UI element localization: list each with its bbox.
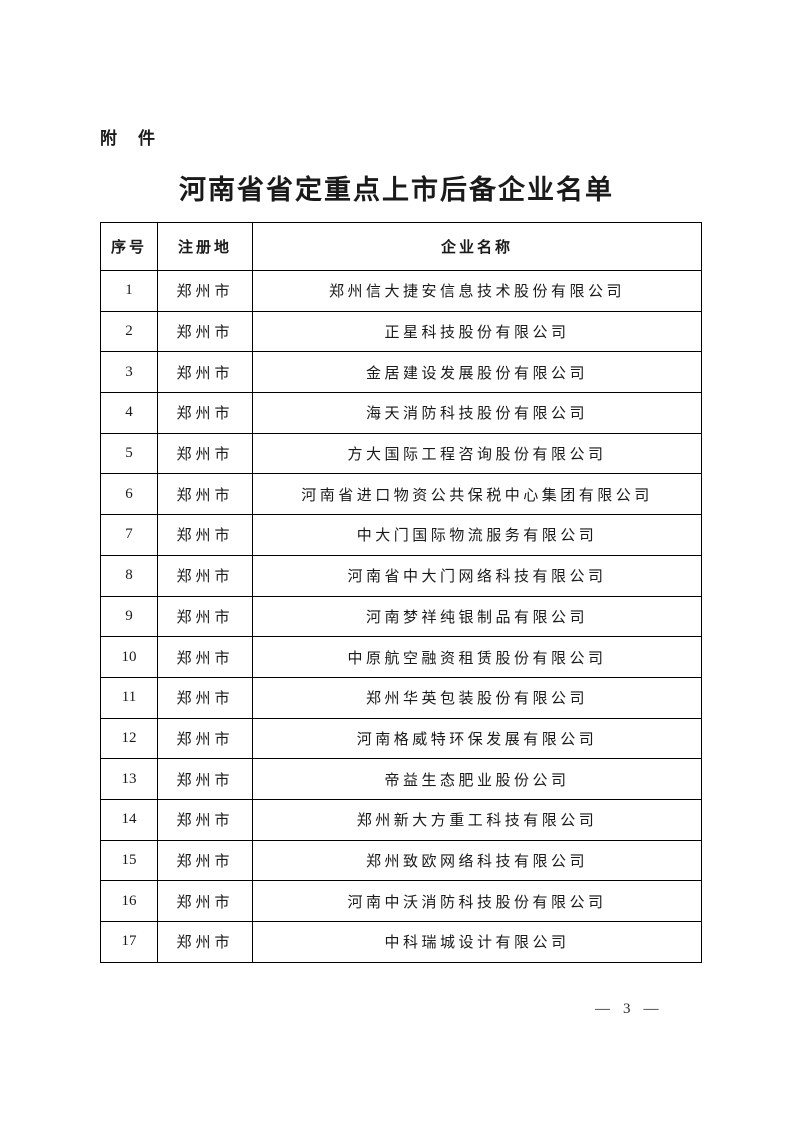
cell-company: 方大国际工程咨询股份有限公司 xyxy=(252,432,702,475)
page-footer: — 3 — xyxy=(595,1001,659,1018)
cell-seq: 8 xyxy=(100,554,158,597)
cell-city: 郑州市 xyxy=(157,310,253,353)
cell-company: 海天消防科技股份有限公司 xyxy=(252,392,702,434)
cell-seq: 3 xyxy=(100,351,158,394)
cell-company: 郑州新大方重工科技有限公司 xyxy=(252,798,702,841)
cell-city: 郑州市 xyxy=(157,839,253,882)
table-row: 17 郑州市 中科瑞城设计有限公司 xyxy=(100,921,702,963)
table-row: 1 郑州市 郑州信大捷安信息技术股份有限公司 xyxy=(100,270,702,312)
cell-seq: 10 xyxy=(100,636,158,678)
cell-seq: 7 xyxy=(100,514,158,556)
cell-company: 河南中沃消防科技股份有限公司 xyxy=(252,880,702,922)
cell-company: 金居建设发展股份有限公司 xyxy=(252,351,702,394)
cell-seq: 15 xyxy=(100,839,158,882)
table-row: 7 郑州市 中大门国际物流服务有限公司 xyxy=(100,514,702,556)
cell-company: 河南省进口物资公共保税中心集团有限公司 xyxy=(252,473,702,516)
cell-seq: 4 xyxy=(100,392,158,434)
table-row: 9 郑州市 河南梦祥纯银制品有限公司 xyxy=(100,595,702,638)
table-row: 6 郑州市 河南省进口物资公共保税中心集团有限公司 xyxy=(100,473,702,516)
table-row: 14 郑州市 郑州新大方重工科技有限公司 xyxy=(100,798,702,841)
table-row: 13 郑州市 帝益生态肥业股份公司 xyxy=(100,758,702,800)
cell-seq: 6 xyxy=(100,473,158,516)
cell-company: 中科瑞城设计有限公司 xyxy=(252,921,702,963)
cell-city: 郑州市 xyxy=(157,880,253,922)
footer-right-dash: — xyxy=(643,1001,659,1017)
cell-seq: 2 xyxy=(100,310,158,353)
cell-city: 郑州市 xyxy=(157,473,253,516)
cell-city: 郑州市 xyxy=(157,595,253,638)
cell-company: 河南梦祥纯银制品有限公司 xyxy=(252,595,702,638)
cell-company: 正星科技股份有限公司 xyxy=(252,310,702,353)
table-row: 5 郑州市 方大国际工程咨询股份有限公司 xyxy=(100,432,702,475)
header-city: 注册地 xyxy=(157,222,253,271)
cell-seq: 13 xyxy=(100,758,158,800)
cell-seq: 16 xyxy=(100,880,158,922)
cell-company: 河南省中大门网络科技有限公司 xyxy=(252,554,702,597)
table-row: 4 郑州市 海天消防科技股份有限公司 xyxy=(100,392,702,434)
page-title: 河南省省定重点上市后备企业名单 xyxy=(179,175,614,205)
company-table: 序号 注册地 企业名称 1 郑州市 郑州信大捷安信息技术股份有限公司 2 郑州市 正星科技… xyxy=(100,222,702,963)
cell-company: 中原航空融资租赁股份有限公司 xyxy=(252,636,702,678)
cell-seq: 9 xyxy=(100,595,158,638)
cell-company: 河南格威特环保发展有限公司 xyxy=(252,717,702,760)
cell-city: 郑州市 xyxy=(157,514,253,556)
company-table-body: 1 郑州市 郑州信大捷安信息技术股份有限公司 2 郑州市 正星科技股份有限公司 3 郑州市 金居… xyxy=(100,270,702,963)
table-header-row: 序号 注册地 企业名称 xyxy=(100,222,702,271)
table-row: 11 郑州市 郑州华英包装股份有限公司 xyxy=(100,676,702,719)
cell-seq: 14 xyxy=(100,798,158,841)
cell-city: 郑州市 xyxy=(157,351,253,394)
cell-company: 郑州致欧网络科技有限公司 xyxy=(252,839,702,882)
attachment-label: 附 件 xyxy=(100,129,157,148)
footer-left-dash: — xyxy=(595,1001,610,1017)
cell-seq: 5 xyxy=(100,432,158,475)
cell-seq: 17 xyxy=(100,921,158,963)
table-row: 15 郑州市 郑州致欧网络科技有限公司 xyxy=(100,839,702,882)
cell-city: 郑州市 xyxy=(157,554,253,597)
header-seq: 序号 xyxy=(100,222,158,271)
cell-company: 帝益生态肥业股份公司 xyxy=(252,758,702,800)
cell-seq: 11 xyxy=(100,676,158,719)
page-number: 3 xyxy=(623,1001,631,1017)
cell-city: 郑州市 xyxy=(157,676,253,719)
table-row: 8 郑州市 河南省中大门网络科技有限公司 xyxy=(100,554,702,597)
cell-seq: 1 xyxy=(100,270,158,312)
cell-city: 郑州市 xyxy=(157,636,253,678)
cell-seq: 12 xyxy=(100,717,158,760)
cell-city: 郑州市 xyxy=(157,270,253,312)
cell-company: 郑州华英包装股份有限公司 xyxy=(252,676,702,719)
cell-city: 郑州市 xyxy=(157,717,253,760)
cell-city: 郑州市 xyxy=(157,432,253,475)
cell-city: 郑州市 xyxy=(157,921,253,963)
cell-city: 郑州市 xyxy=(157,392,253,434)
cell-company: 中大门国际物流服务有限公司 xyxy=(252,514,702,556)
table-row: 16 郑州市 河南中沃消防科技股份有限公司 xyxy=(100,880,702,922)
table-row: 3 郑州市 金居建设发展股份有限公司 xyxy=(100,351,702,394)
table-row: 12 郑州市 河南格威特环保发展有限公司 xyxy=(100,717,702,760)
cell-city: 郑州市 xyxy=(157,798,253,841)
header-company: 企业名称 xyxy=(252,222,702,271)
cell-city: 郑州市 xyxy=(157,758,253,800)
table-row: 2 郑州市 正星科技股份有限公司 xyxy=(100,310,702,353)
table-row: 10 郑州市 中原航空融资租赁股份有限公司 xyxy=(100,636,702,678)
cell-company: 郑州信大捷安信息技术股份有限公司 xyxy=(252,270,702,312)
